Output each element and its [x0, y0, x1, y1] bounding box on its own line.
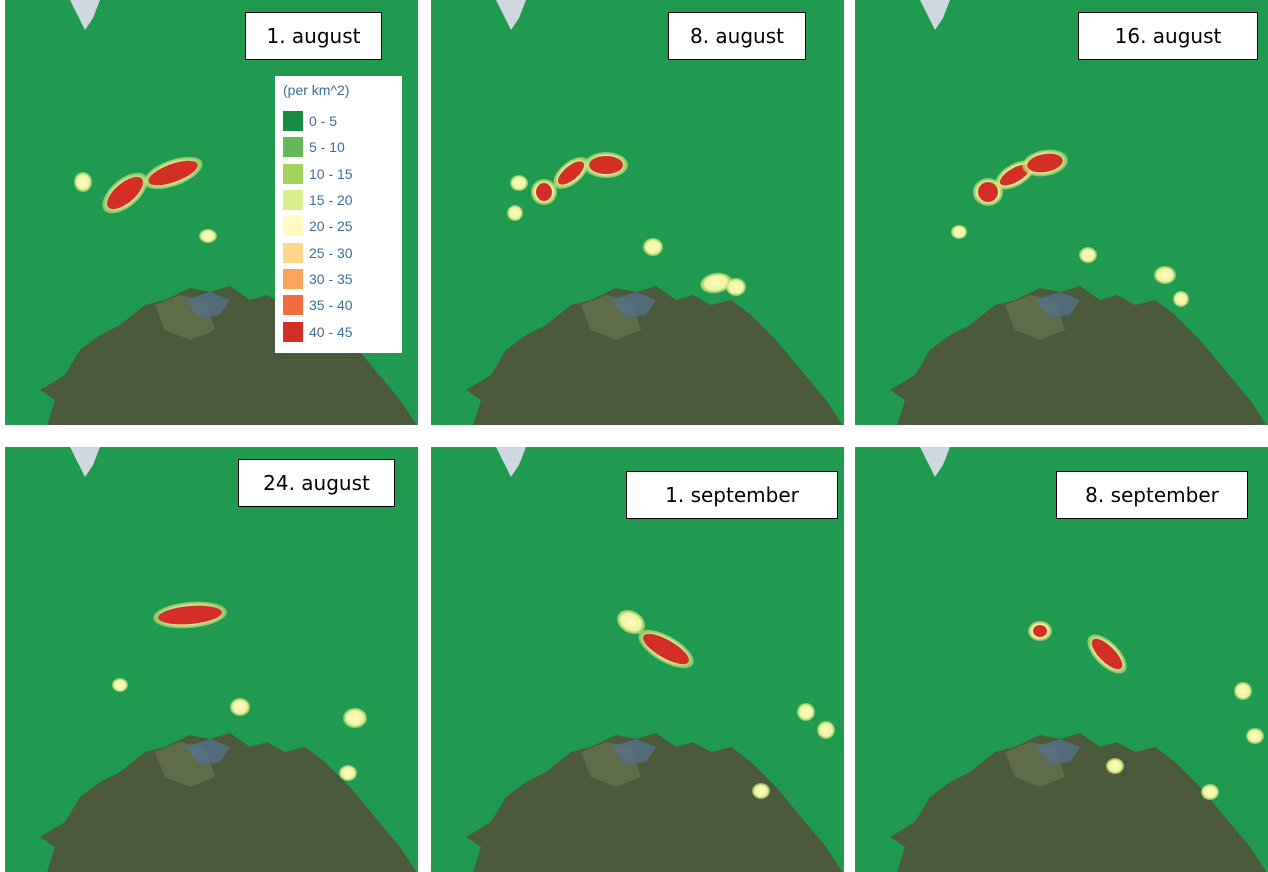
date-label: 1. august: [245, 12, 382, 60]
map-panel: [855, 0, 1268, 425]
legend-swatch: [283, 137, 303, 157]
legend-swatch: [283, 322, 303, 342]
legend-label: 25 - 30: [309, 245, 353, 261]
legend-entry: 35 - 40: [283, 292, 402, 318]
legend-label: 40 - 45: [309, 324, 353, 340]
legend-entry: 5 - 10: [283, 134, 402, 160]
legend-entry: 40 - 45: [283, 318, 402, 344]
legend-entry: 20 - 25: [283, 213, 402, 239]
date-label: 8. september: [1056, 471, 1248, 519]
legend-entry: 0 - 5: [283, 108, 402, 134]
legend-label: 5 - 10: [309, 139, 345, 155]
legend-label: 35 - 40: [309, 297, 353, 313]
legend-entry: 15 - 20: [283, 187, 402, 213]
legend-label: 30 - 35: [309, 271, 353, 287]
legend: (per km^2) 0 - 5 5 - 10 10 - 15 15 - 20 20 - …: [275, 76, 402, 353]
legend-entry: 30 - 35: [283, 266, 402, 292]
legend-label: 20 - 25: [309, 218, 353, 234]
legend-entry: 10 - 15: [283, 161, 402, 187]
date-label: 24. august: [238, 459, 395, 507]
legend-entry: 25 - 30: [283, 239, 402, 265]
legend-swatch: [283, 269, 303, 289]
legend-swatch: [283, 243, 303, 263]
legend-swatch: [283, 295, 303, 315]
date-label: 16. august: [1078, 12, 1258, 60]
date-label: 1. september: [626, 471, 838, 519]
legend-swatch: [283, 216, 303, 236]
map-grid: 1. august 8. august 16. august 24. august 1.…: [0, 0, 1268, 870]
legend-label: 0 - 5: [309, 113, 337, 129]
map-panel: [431, 0, 844, 425]
legend-swatch: [283, 111, 303, 131]
legend-swatch: [283, 164, 303, 184]
legend-label: 15 - 20: [309, 192, 353, 208]
map-panel: [5, 447, 418, 872]
legend-label: 10 - 15: [309, 166, 353, 182]
date-label: 8. august: [668, 12, 806, 60]
legend-swatch: [283, 190, 303, 210]
legend-title: (per km^2): [283, 82, 402, 98]
